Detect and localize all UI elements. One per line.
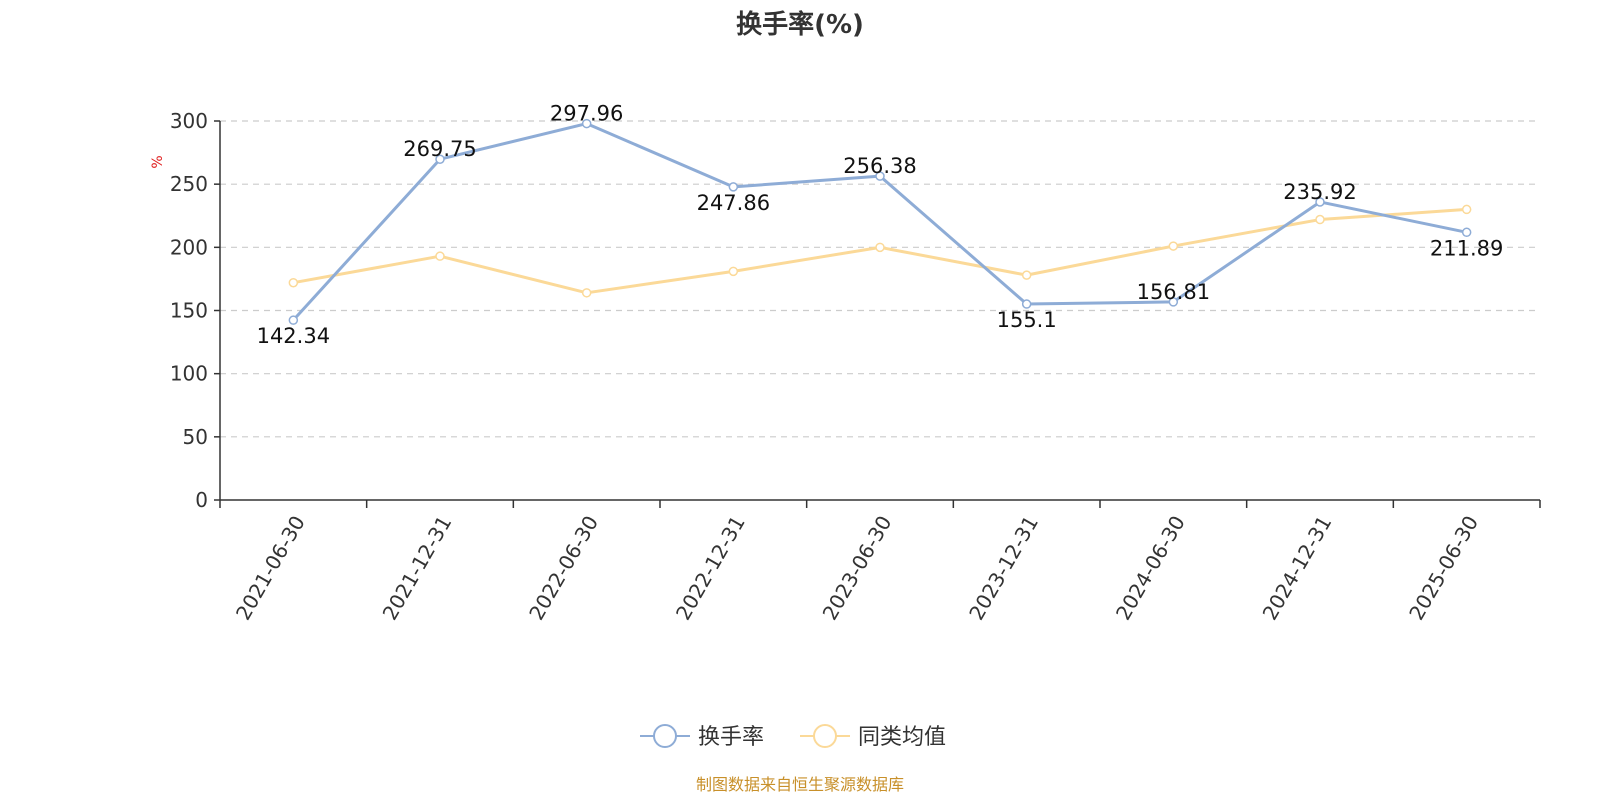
data-label: 211.89 bbox=[1430, 236, 1503, 260]
x-tick-label: 2021-06-30 bbox=[231, 512, 310, 625]
data-point[interactable] bbox=[288, 277, 299, 288]
x-tick-label: 2022-12-31 bbox=[671, 512, 750, 625]
legend-marker bbox=[813, 724, 837, 748]
data-point[interactable] bbox=[1315, 197, 1325, 207]
data-point[interactable] bbox=[728, 266, 739, 277]
data-point[interactable] bbox=[1021, 299, 1032, 309]
legend-marker bbox=[653, 724, 677, 748]
data-label: 297.96 bbox=[550, 102, 623, 126]
x-tick-label: 2023-06-30 bbox=[818, 512, 897, 625]
data-point[interactable] bbox=[875, 171, 885, 181]
x-tick-label: 2021-12-31 bbox=[378, 512, 457, 625]
y-axis: 0 50 100 150 200 250 300 bbox=[170, 109, 221, 512]
y-tick-label: 50 bbox=[183, 425, 208, 449]
data-point[interactable] bbox=[1461, 227, 1472, 238]
data-labels: 142.34 269.75 297.96 247.86 256.38 155.1 156.8… bbox=[257, 102, 1504, 349]
data-label: 247.86 bbox=[697, 191, 770, 215]
data-point[interactable] bbox=[1168, 241, 1179, 251]
x-axis: 2021-06-30 2021-12-31 2022-06-30 2022-12-31… bbox=[219, 499, 1541, 625]
x-tick-label: 2024-06-30 bbox=[1111, 512, 1190, 625]
legend[interactable]: 换手率 同类均值 bbox=[640, 724, 946, 750]
legend-label: 同类均值 bbox=[858, 725, 946, 750]
data-point[interactable] bbox=[875, 242, 885, 253]
grid-lines bbox=[220, 120, 1540, 438]
data-point[interactable] bbox=[581, 288, 592, 298]
data-label: 156.81 bbox=[1137, 280, 1210, 304]
data-point[interactable] bbox=[1168, 297, 1179, 307]
y-tick-label: 250 bbox=[170, 172, 208, 196]
source-note: 制图数据来自恒生聚源数据库 bbox=[696, 775, 904, 794]
data-point[interactable] bbox=[581, 118, 592, 129]
data-point[interactable] bbox=[1461, 204, 1472, 215]
y-tick-label: 150 bbox=[170, 299, 208, 323]
chart-title: 换手率(%) bbox=[736, 9, 864, 40]
y-tick-label: 200 bbox=[170, 235, 208, 259]
legend-item[interactable]: 换手率 bbox=[640, 724, 764, 750]
data-label: 235.92 bbox=[1283, 180, 1356, 204]
data-point[interactable] bbox=[435, 251, 445, 261]
x-tick-label: 2023-12-31 bbox=[964, 512, 1043, 625]
x-tick-label: 2025-06-30 bbox=[1404, 512, 1483, 625]
data-point[interactable] bbox=[1021, 270, 1032, 280]
legend-label: 换手率 bbox=[698, 725, 764, 750]
y-tick-label: 100 bbox=[170, 362, 208, 386]
y-tick-label: 300 bbox=[170, 109, 208, 133]
data-label: 142.34 bbox=[257, 324, 330, 348]
data-point[interactable] bbox=[728, 182, 739, 192]
data-point[interactable] bbox=[288, 315, 299, 325]
y-axis-unit-label: % bbox=[150, 155, 166, 168]
x-tick-label: 2024-12-31 bbox=[1258, 512, 1337, 625]
series-group bbox=[288, 118, 1472, 325]
y-tick-label: 0 bbox=[195, 488, 208, 512]
data-label: 256.38 bbox=[843, 154, 916, 178]
data-point[interactable] bbox=[1315, 214, 1325, 225]
data-point[interactable] bbox=[435, 154, 445, 164]
data-label: 269.75 bbox=[403, 137, 476, 161]
x-tick-label: 2022-06-30 bbox=[524, 512, 603, 625]
legend-item[interactable]: 同类均值 bbox=[800, 724, 946, 750]
data-label: 155.1 bbox=[997, 308, 1057, 332]
